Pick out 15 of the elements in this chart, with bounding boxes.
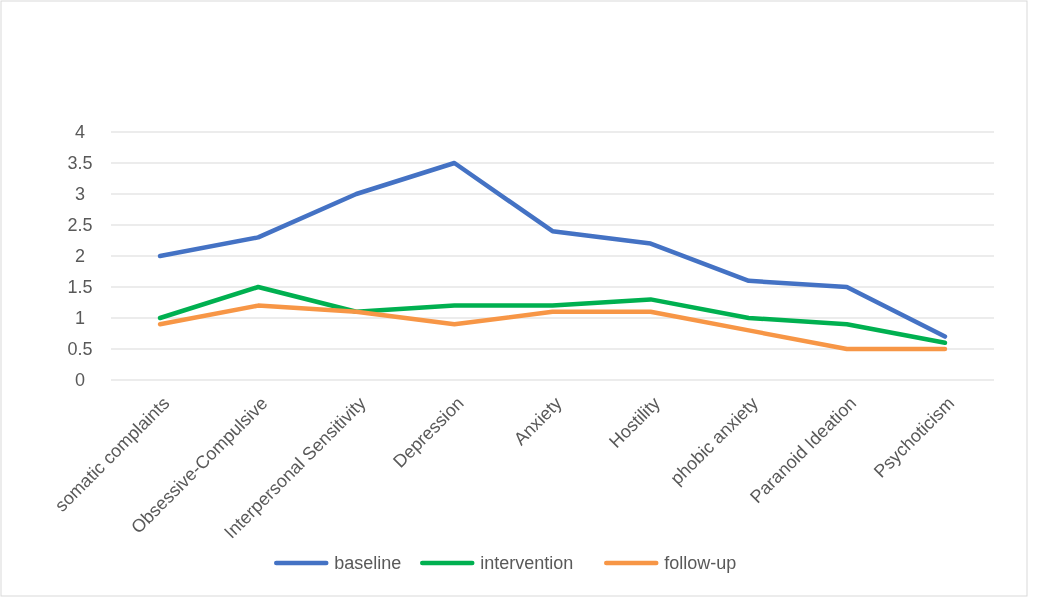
y-tick-label: 0.5 bbox=[67, 339, 93, 360]
line-series bbox=[157, 303, 948, 352]
legend-label: intervention bbox=[480, 553, 574, 574]
y-tick-label: 2.5 bbox=[67, 215, 93, 236]
line-series bbox=[157, 284, 948, 346]
y-tick-label: 1.5 bbox=[67, 277, 93, 298]
legend-label: follow-up bbox=[664, 553, 737, 574]
y-tick-label: 4 bbox=[74, 122, 86, 143]
y-tick-label: 0 bbox=[74, 370, 86, 391]
y-tick-label: 3.5 bbox=[67, 153, 93, 174]
legend-label: baseline bbox=[334, 553, 402, 574]
y-tick-label: 1 bbox=[74, 308, 86, 329]
y-tick-label: 2 bbox=[74, 246, 86, 267]
line-series bbox=[157, 160, 948, 339]
y-tick-label: 3 bbox=[74, 184, 86, 205]
